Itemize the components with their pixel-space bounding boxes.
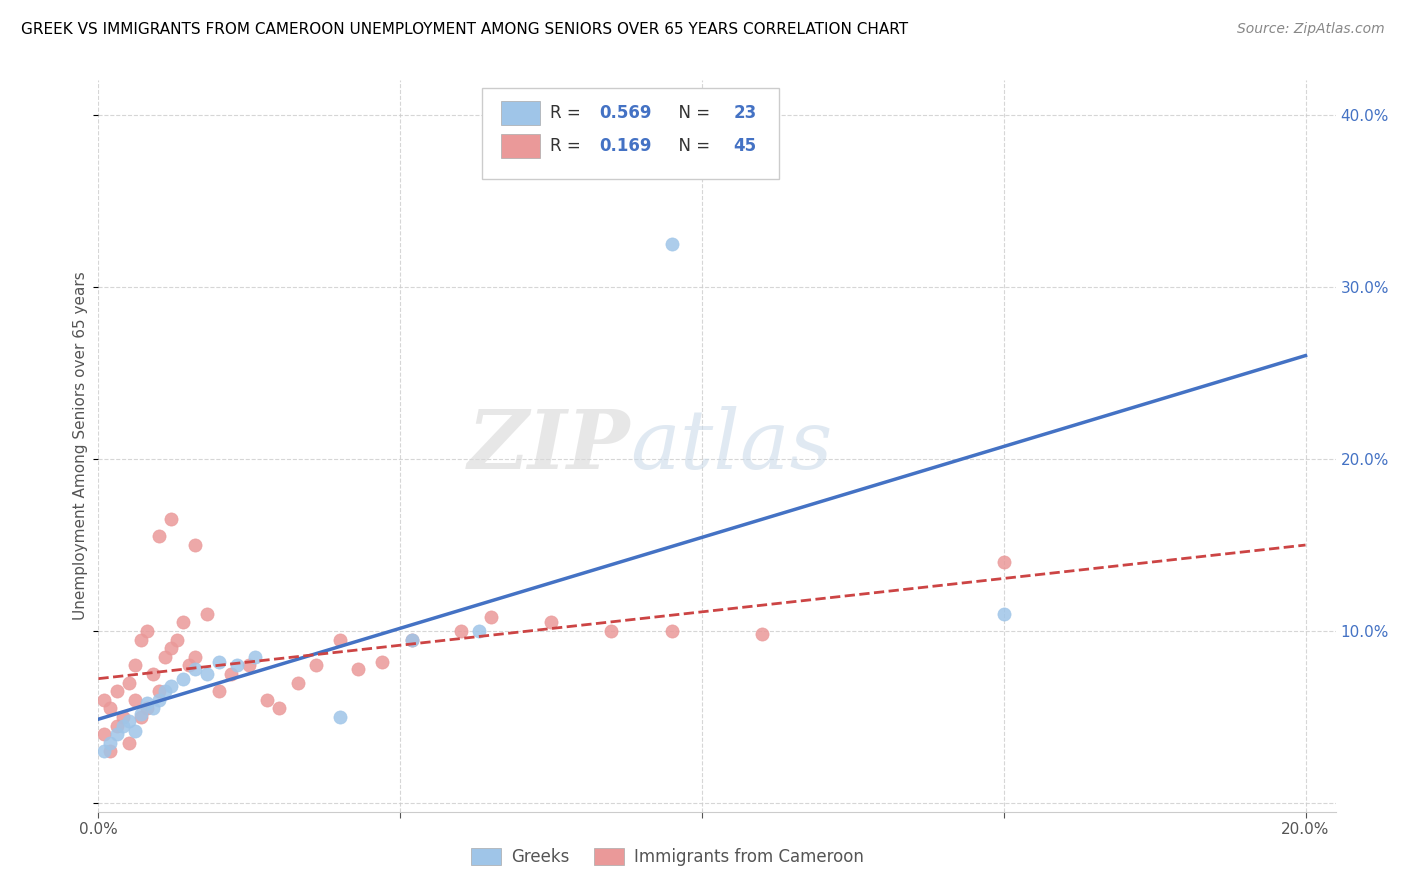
Point [401, 632, 423, 647]
Point [135, 701, 157, 715]
Point [142, 667, 165, 681]
Point [450, 624, 472, 638]
Text: 0.169: 0.169 [599, 137, 652, 155]
Point [661, 236, 683, 251]
Point [245, 649, 267, 664]
Point [195, 607, 218, 621]
Point [153, 684, 176, 698]
Text: R =: R = [550, 104, 586, 122]
Legend: Greeks, Immigrants from Cameroon: Greeks, Immigrants from Cameroon [464, 841, 870, 873]
Point [142, 701, 165, 715]
Point [105, 684, 128, 698]
Point [166, 632, 188, 647]
Text: ZIP: ZIP [468, 406, 630, 486]
Point [117, 736, 139, 750]
Point [172, 672, 194, 686]
Point [287, 675, 309, 690]
Point [329, 632, 352, 647]
Text: R =: R = [550, 137, 586, 155]
Point [148, 693, 170, 707]
Point [661, 624, 683, 638]
Point [105, 719, 128, 733]
Point [160, 641, 183, 656]
Point [256, 693, 278, 707]
Point [129, 632, 152, 647]
Point [238, 658, 260, 673]
Point [148, 684, 170, 698]
Point [195, 667, 218, 681]
Point [371, 655, 394, 669]
Point [177, 658, 200, 673]
Point [172, 615, 194, 630]
FancyBboxPatch shape [482, 87, 779, 179]
Point [993, 607, 1015, 621]
Point [184, 662, 207, 676]
Point [600, 624, 623, 638]
Text: N =: N = [668, 104, 714, 122]
Point [208, 684, 231, 698]
Point [226, 658, 249, 673]
Point [993, 555, 1015, 569]
Text: N =: N = [668, 137, 714, 155]
Point [129, 710, 152, 724]
Point [135, 624, 157, 638]
Text: GREEK VS IMMIGRANTS FROM CAMEROON UNEMPLOYMENT AMONG SENIORS OVER 65 YEARS CORRE: GREEK VS IMMIGRANTS FROM CAMEROON UNEMPL… [21, 22, 908, 37]
Point [93, 727, 115, 741]
Point [124, 658, 146, 673]
Point [479, 610, 502, 624]
Point [135, 696, 157, 710]
Point [751, 627, 773, 641]
Point [100, 736, 122, 750]
Point [467, 624, 489, 638]
FancyBboxPatch shape [501, 135, 540, 158]
Point [117, 675, 139, 690]
Point [184, 538, 207, 552]
Text: Source: ZipAtlas.com: Source: ZipAtlas.com [1237, 22, 1385, 37]
Point [160, 679, 183, 693]
Point [184, 649, 207, 664]
Point [124, 693, 146, 707]
Y-axis label: Unemployment Among Seniors over 65 years: Unemployment Among Seniors over 65 years [73, 272, 87, 620]
Point [160, 512, 183, 526]
Point [93, 744, 115, 758]
Point [269, 701, 291, 715]
Point [219, 667, 242, 681]
Point [540, 615, 562, 630]
Point [329, 710, 352, 724]
Point [153, 649, 176, 664]
Point [111, 710, 134, 724]
Point [117, 714, 139, 728]
Point [347, 662, 370, 676]
Text: atlas: atlas [630, 406, 832, 486]
Point [401, 632, 423, 647]
Text: 0.569: 0.569 [599, 104, 652, 122]
Point [111, 719, 134, 733]
Point [148, 529, 170, 543]
Point [93, 693, 115, 707]
Point [124, 723, 146, 738]
Point [105, 727, 128, 741]
Text: 45: 45 [733, 137, 756, 155]
Point [305, 658, 328, 673]
Text: 23: 23 [733, 104, 756, 122]
Point [129, 706, 152, 721]
Point [100, 744, 122, 758]
FancyBboxPatch shape [501, 102, 540, 125]
Point [100, 701, 122, 715]
Point [208, 655, 231, 669]
